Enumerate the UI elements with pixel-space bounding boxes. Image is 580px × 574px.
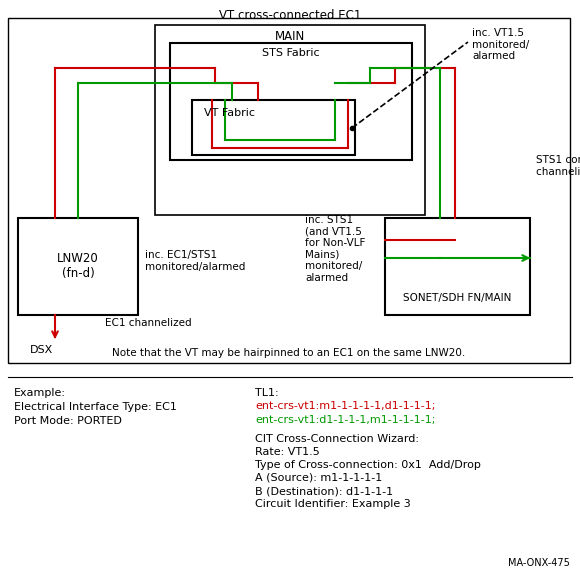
Text: STS1 containing
channelized VT: STS1 containing channelized VT [536, 155, 580, 177]
Text: MA-ONX-475: MA-ONX-475 [508, 558, 570, 568]
Bar [18, 218, 138, 315]
Text: ent-crs-vt1:m1-1-1-1-1,d1-1-1-1;: ent-crs-vt1:m1-1-1-1-1,d1-1-1-1; [255, 401, 436, 411]
Text: inc. EC1/STS1
monitored/alarmed: inc. EC1/STS1 monitored/alarmed [145, 250, 245, 272]
Text: CIT Cross-Connection Wizard:: CIT Cross-Connection Wizard: [255, 434, 419, 444]
Text: A (Source): m1-1-1-1-1: A (Source): m1-1-1-1-1 [255, 473, 382, 483]
Text: VT cross-connected EC1: VT cross-connected EC1 [219, 9, 361, 22]
Text: inc. STS1
(and VT1.5
for Non-VLF
Mains)
monitored/
alarmed: inc. STS1 (and VT1.5 for Non-VLF Mains) … [305, 215, 365, 283]
Bar [170, 43, 412, 160]
Text: VT Fabric: VT Fabric [204, 108, 255, 118]
Text: Circuit Identifier: Example 3: Circuit Identifier: Example 3 [255, 499, 411, 509]
Text: inc. VT1.5
monitored/
alarmed: inc. VT1.5 monitored/ alarmed [472, 28, 529, 61]
Text: Note that the VT may be hairpinned to an EC1 on the same LNW20.: Note that the VT may be hairpinned to an… [113, 348, 466, 358]
Text: LNW20
(fn-d): LNW20 (fn-d) [57, 253, 99, 281]
Text: Electrical Interface Type: EC1: Electrical Interface Type: EC1 [14, 402, 177, 412]
Text: Rate: VT1.5: Rate: VT1.5 [255, 447, 320, 457]
Text: EC1 channelized: EC1 channelized [105, 318, 191, 328]
Text: B (Destination): d1-1-1-1: B (Destination): d1-1-1-1 [255, 486, 393, 496]
Text: Type of Cross-connection: 0x1  Add/Drop: Type of Cross-connection: 0x1 Add/Drop [255, 460, 481, 470]
Text: SONET/SDH FN/MAIN: SONET/SDH FN/MAIN [403, 293, 512, 303]
Text: Example:: Example: [14, 388, 66, 398]
Text: DSX: DSX [30, 345, 53, 355]
Text: TL1:: TL1: [255, 388, 278, 398]
Bar [8, 18, 570, 363]
Text: MAIN: MAIN [275, 30, 305, 43]
Bar [385, 218, 530, 315]
Text: Port Mode: PORTED: Port Mode: PORTED [14, 416, 122, 426]
Text: ent-crs-vt1:d1-1-1-1,m1-1-1-1-1;: ent-crs-vt1:d1-1-1-1,m1-1-1-1-1; [255, 415, 436, 425]
Text: STS Fabric: STS Fabric [262, 48, 320, 58]
Bar [192, 100, 355, 155]
Bar [155, 25, 425, 215]
